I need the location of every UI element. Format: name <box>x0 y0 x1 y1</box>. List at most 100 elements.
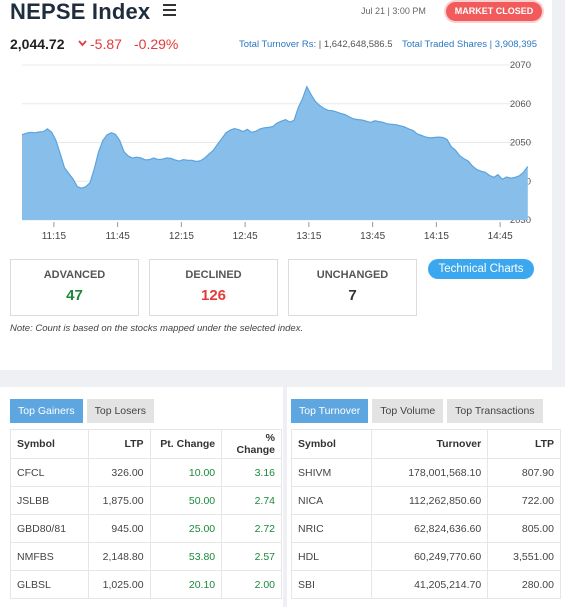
turnover-cell: 178,001,568.10 <box>370 458 489 487</box>
pct-change-cell: 2.74 <box>221 486 282 515</box>
tab-top-volume[interactable]: Top Volume <box>372 399 444 423</box>
turnover-value: | 1,642,648,586.5 <box>318 39 393 50</box>
col-pt-change[interactable]: Pt. Change <box>149 429 223 459</box>
advanced-count: 47 <box>66 287 83 304</box>
advanced-label: ADVANCED <box>43 269 106 281</box>
market-date: Jul 21 | 3:00 PM <box>361 6 426 16</box>
pct-change-cell: 2.00 <box>221 570 282 599</box>
table-row[interactable]: GBD80/81 945.00 25.00 2.72 <box>10 514 282 543</box>
down-chevron-icon <box>78 40 87 47</box>
y-tick-label: 2070 <box>510 60 531 71</box>
ltp-cell: 722.00 <box>487 486 561 515</box>
index-change: -5.87 <box>90 36 122 52</box>
col-ltp[interactable]: LTP <box>87 429 151 459</box>
pt-change-cell: 53.80 <box>149 542 223 571</box>
symbol-cell[interactable]: GBD80/81 <box>10 514 89 543</box>
technical-charts-button[interactable]: Technical Charts <box>428 259 534 279</box>
table-header-row: Symbol Turnover LTP <box>291 429 561 459</box>
pct-change-cell: 3.16 <box>221 458 282 487</box>
index-line <box>21 85 529 189</box>
unchanged-label: UNCHANGED <box>316 269 389 281</box>
pct-change-cell: 2.57 <box>221 542 282 571</box>
symbol-cell[interactable]: NMFBS <box>10 542 89 571</box>
col-symbol[interactable]: Symbol <box>291 429 372 459</box>
tab-top-losers[interactable]: Top Losers <box>86 399 154 423</box>
traded-value: | 3,908,395 <box>489 39 538 50</box>
y-tick-label: 2050 <box>510 138 531 149</box>
turnover-label: Total Turnover Rs: <box>239 39 317 50</box>
x-tick-label: 11:15 <box>42 231 67 242</box>
ltp-cell: 2,148.80 <box>87 542 151 571</box>
table-row[interactable]: JSLBB 1,875.00 50.00 2.74 <box>10 486 282 515</box>
symbol-cell[interactable]: JSLBB <box>10 486 89 515</box>
table-row[interactable]: NMFBS 2,148.80 53.80 2.57 <box>10 542 282 571</box>
x-tick-label: 14:45 <box>488 231 513 242</box>
top-turnover-panel: Top Turnover Top Volume Top Transactions… <box>287 387 565 607</box>
traded-label: Total Traded Shares <box>402 39 488 50</box>
menu-icon[interactable] <box>163 4 176 16</box>
ltp-cell: 326.00 <box>87 458 151 487</box>
top-gainers-panel: Top Gainers Top Losers Symbol LTP Pt. Ch… <box>0 387 283 607</box>
col-ltp[interactable]: LTP <box>487 429 561 459</box>
pt-change-cell: 50.00 <box>149 486 223 515</box>
pct-change-cell: 2.72 <box>221 514 282 543</box>
index-value: 2,044.72 <box>10 36 65 52</box>
symbol-cell[interactable]: SHIVM <box>291 458 372 487</box>
x-tick-label: 12:15 <box>169 231 194 242</box>
symbol-cell[interactable]: NICA <box>291 486 372 515</box>
table-header-row: Symbol LTP Pt. Change % Change <box>10 429 282 459</box>
table-row[interactable]: NICA 112,262,850.60 722.00 <box>291 486 561 515</box>
x-tick-label: 12:45 <box>233 231 258 242</box>
ltp-cell: 1,025.00 <box>87 570 151 599</box>
pt-change-cell: 10.00 <box>149 458 223 487</box>
table-row[interactable]: GLBSL 1,025.00 20.10 2.00 <box>10 570 282 599</box>
unchanged-box: UNCHANGED 7 <box>288 259 417 316</box>
x-tick-label: 11:45 <box>105 231 130 242</box>
col-pct-change[interactable]: % Change <box>221 429 282 459</box>
ltp-cell: 805.00 <box>487 514 561 543</box>
turnover-table: Symbol Turnover LTP SHIVM 178,001,568.10 8… <box>291 429 561 599</box>
symbol-cell[interactable]: NRIC <box>291 514 372 543</box>
count-note: Note: Count is based on the stocks mappe… <box>10 323 304 334</box>
x-tick-label: 14:15 <box>424 231 449 242</box>
table-row[interactable]: NRIC 62,824,636.60 805.00 <box>291 514 561 543</box>
col-symbol[interactable]: Symbol <box>10 429 89 459</box>
declined-count: 126 <box>200 287 227 304</box>
tab-top-gainers[interactable]: Top Gainers <box>10 399 83 423</box>
pt-change-cell: 20.10 <box>149 570 223 599</box>
turnover-cell: 112,262,850.60 <box>370 486 489 515</box>
symbol-cell[interactable]: SBI <box>291 570 372 599</box>
turnover-cell: 41,205,214.70 <box>370 570 489 599</box>
index-summary: 2,044.72 -5.87 -0.29% <box>10 36 178 52</box>
tab-top-transactions[interactable]: Top Transactions <box>447 399 543 423</box>
symbol-cell[interactable]: CFCL <box>10 458 89 487</box>
turnover-cell: 62,824,636.60 <box>370 514 489 543</box>
y-tick-label: 2060 <box>510 99 531 110</box>
total-traded-shares: Total Traded Shares | 3,908,395 <box>402 39 537 50</box>
index-chart[interactable]: 2070206020502040203011:1511:4512:1512:45… <box>0 55 552 250</box>
gainers-tabs: Top Gainers Top Losers <box>10 399 158 423</box>
table-row[interactable]: SHIVM 178,001,568.10 807.90 <box>291 458 561 487</box>
advanced-box: ADVANCED 47 <box>10 259 139 316</box>
total-turnover: Total Turnover Rs: | 1,642,648,586.5 <box>239 39 393 50</box>
declined-label: DECLINED <box>185 269 242 281</box>
table-row[interactable]: SBI 41,205,214.70 280.00 <box>291 570 561 599</box>
turnover-cell: 60,249,770.60 <box>370 542 489 571</box>
market-status-badge: MARKET CLOSED <box>446 2 542 21</box>
index-change-pct: -0.29% <box>134 36 179 52</box>
ltp-cell: 3,551.00 <box>487 542 561 571</box>
unchanged-count: 7 <box>348 287 357 304</box>
table-row[interactable]: HDL 60,249,770.60 3,551.00 <box>291 542 561 571</box>
gainers-table: Symbol LTP Pt. Change % Change CFCL 326.0… <box>10 429 282 599</box>
turnover-tabs: Top Turnover Top Volume Top Transactions <box>291 399 547 423</box>
col-turnover[interactable]: Turnover <box>370 429 489 459</box>
ltp-cell: 1,875.00 <box>87 486 151 515</box>
symbol-cell[interactable]: HDL <box>291 542 372 571</box>
table-row[interactable]: CFCL 326.00 10.00 3.16 <box>10 458 282 487</box>
symbol-cell[interactable]: GLBSL <box>10 570 89 599</box>
ltp-cell: 280.00 <box>487 570 561 599</box>
tab-top-turnover[interactable]: Top Turnover <box>291 399 369 423</box>
page-title: NEPSE Index <box>10 0 151 24</box>
ltp-cell: 807.90 <box>487 458 561 487</box>
ltp-cell: 945.00 <box>87 514 151 543</box>
